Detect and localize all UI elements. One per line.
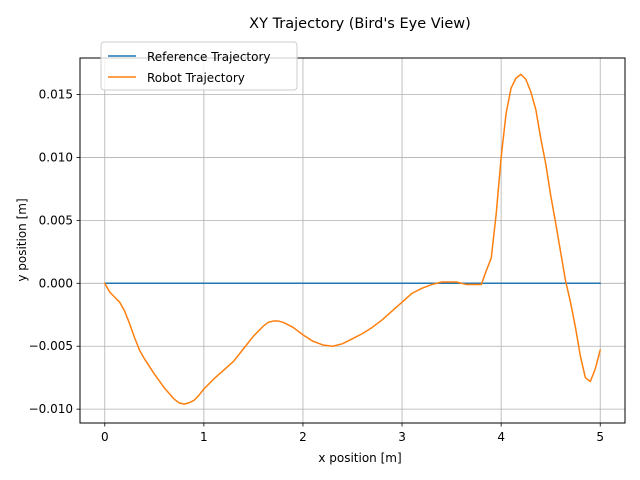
y-tick-label: 0.000: [39, 276, 73, 290]
grid: [80, 58, 625, 423]
x-tick-label: 1: [200, 430, 208, 444]
legend: Reference Trajectory Robot Trajectory: [100, 41, 298, 91]
legend-box: [100, 41, 298, 91]
x-tick-label: 2: [299, 430, 307, 444]
legend-label-robot: Robot Trajectory: [147, 71, 245, 85]
legend-label-reference: Reference Trajectory: [147, 50, 271, 64]
y-tick-label: 0.010: [39, 150, 73, 164]
y-tick-label: 0.015: [39, 88, 73, 102]
x-tick-label: 4: [497, 430, 505, 444]
y-tick-label: −0.005: [29, 339, 73, 353]
x-tick-label: 0: [101, 430, 109, 444]
chart-title: XY Trajectory (Bird's Eye View): [249, 16, 471, 32]
x-ticks: 0 1 2 3 4 5: [101, 423, 604, 444]
y-tick-label: −0.010: [29, 402, 73, 416]
x-axis-label: x position [m]: [318, 451, 401, 465]
y-ticks: −0.010 −0.005 0.000 0.005 0.010 0.015: [29, 88, 80, 416]
x-tick-label: 3: [398, 430, 406, 444]
plot-data: [104, 73, 601, 405]
robot-trajectory-line: [104, 73, 601, 405]
plot-frame: [79, 57, 626, 424]
y-axis-label: y position [m]: [15, 198, 29, 281]
x-tick-label: 5: [596, 430, 604, 444]
y-tick-label: 0.005: [39, 213, 73, 227]
